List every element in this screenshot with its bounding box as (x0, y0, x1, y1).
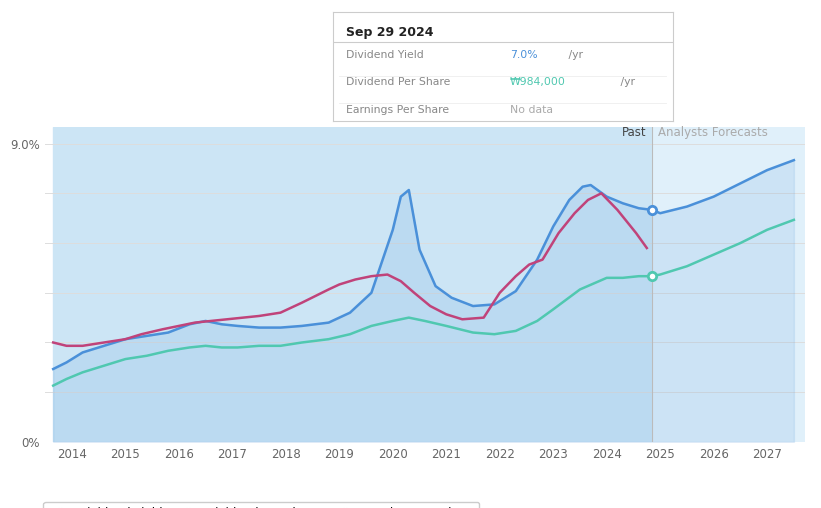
Text: /yr: /yr (565, 50, 583, 60)
Legend: Dividend Yield, Dividend Per Share, Earnings Per Share: Dividend Yield, Dividend Per Share, Earn… (44, 502, 479, 508)
Bar (652, 127, 805, 442)
Text: Sep 29 2024: Sep 29 2024 (346, 26, 433, 39)
Text: Earnings Per Share: Earnings Per Share (346, 105, 449, 114)
Text: Dividend Yield: Dividend Yield (346, 50, 424, 60)
Text: Past: Past (622, 125, 647, 139)
Text: Dividend Per Share: Dividend Per Share (346, 77, 451, 87)
Text: 7.0%: 7.0% (510, 50, 537, 60)
Bar (53, 127, 652, 442)
Text: Analysts Forecasts: Analysts Forecasts (658, 125, 768, 139)
Text: No data: No data (510, 105, 553, 114)
Text: /yr: /yr (617, 77, 635, 87)
Text: ₩984,000: ₩984,000 (510, 77, 566, 87)
